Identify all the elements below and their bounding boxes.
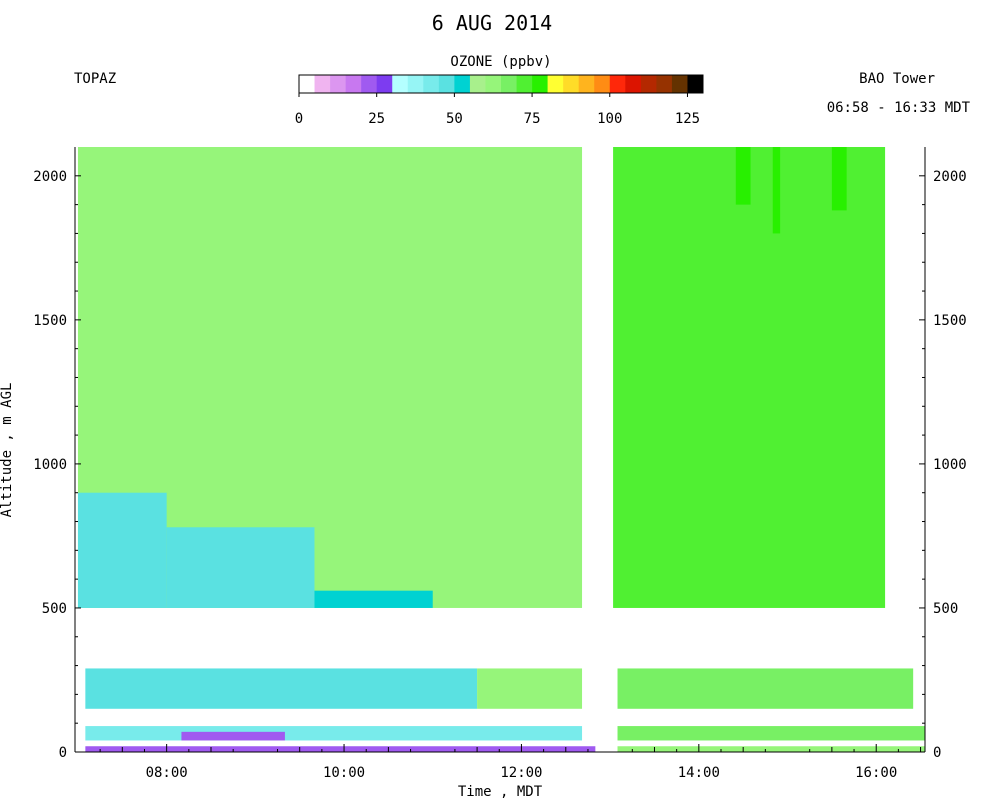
colorbar-swatch	[376, 75, 393, 93]
colorbar: 0 25 50 75 100 125	[295, 74, 704, 127]
y-tick-label: 1500	[33, 313, 67, 329]
colorbar-border	[298, 74, 704, 94]
colorbar-swatch	[485, 75, 502, 93]
time-range-label: 06:58 - 16:33 MDT	[827, 100, 971, 116]
colorbar-swatch	[361, 75, 377, 93]
colorbar-swatch	[656, 75, 673, 93]
ozone-block	[85, 746, 596, 752]
colorbar-swatch	[469, 75, 486, 93]
ozone-block	[166, 527, 315, 608]
colorbar-tick-label: 0	[295, 111, 303, 127]
x-tick-label: 10:00	[323, 765, 365, 781]
colorbar-swatch	[563, 75, 579, 93]
ozone-block	[85, 726, 583, 741]
colorbar-swatch	[671, 75, 688, 93]
colorbar-swatch	[438, 75, 455, 93]
x-tick-label: 16:00	[855, 765, 897, 781]
colorbar-swatch	[407, 75, 424, 93]
colorbar-swatch	[330, 75, 346, 93]
y-tick-label: 2000	[33, 169, 67, 185]
site-left-label: TOPAZ	[74, 71, 116, 87]
ozone-block	[85, 668, 478, 709]
ozone-block	[617, 746, 925, 752]
colorbar-swatch	[454, 75, 471, 93]
y-tick-label-right: 0	[933, 745, 941, 761]
colorbar-swatch	[299, 75, 315, 93]
chart-title: 6 AUG 2014	[432, 11, 552, 35]
ozone-block	[314, 590, 433, 608]
ozone-block	[613, 147, 886, 608]
ozone-block	[77, 492, 167, 608]
ozone-block	[617, 668, 914, 709]
colorbar-swatch	[345, 75, 362, 93]
colorbar-swatch	[532, 75, 548, 93]
site-right-label: BAO Tower	[859, 71, 935, 87]
colorbar-swatch	[687, 75, 704, 93]
ozone-block	[831, 147, 847, 211]
y-tick-label-right: 1500	[933, 313, 967, 329]
ozone-block	[735, 147, 751, 205]
colorbar-swatch	[578, 75, 595, 93]
colorbar-swatch	[516, 75, 533, 93]
colorbar-tick-label: 125	[675, 111, 700, 127]
colorbar-swatch	[423, 75, 440, 93]
colorbar-swatch	[594, 75, 611, 93]
colorbar-tick-label: 100	[597, 111, 622, 127]
x-axis-label: Time , MDT	[458, 784, 543, 800]
y-tick-label: 500	[42, 601, 67, 617]
y-axis-label: Altitude , m AGL	[0, 383, 15, 518]
colorbar-swatch	[314, 75, 331, 93]
colorbar-swatch	[547, 75, 564, 93]
ozone-block	[772, 147, 781, 234]
colorbar-swatch	[625, 75, 642, 93]
y-tick-label-right: 1000	[933, 457, 967, 473]
x-tick-label: 12:00	[500, 765, 542, 781]
x-tick-label: 08:00	[146, 765, 188, 781]
colorbar-swatch	[640, 75, 657, 93]
colorbar-tick-label: 75	[524, 111, 541, 127]
x-tick-label: 14:00	[678, 765, 720, 781]
axes: 0 0 500 500 1000 1000 1500 1500 2000 2000 08:00 10:…	[33, 147, 967, 781]
colorbar-tick-label: 25	[368, 111, 385, 127]
colorbar-swatch	[501, 75, 517, 93]
colorbar-title: OZONE (ppbv)	[450, 54, 551, 70]
colorbar-swatch	[609, 75, 626, 93]
ozone-block	[181, 731, 285, 741]
y-tick-label: 1000	[33, 457, 67, 473]
y-tick-label-right: 500	[933, 601, 958, 617]
ozone-block	[617, 726, 925, 741]
colorbar-swatch	[392, 75, 409, 93]
plot-area	[77, 147, 925, 752]
y-tick-label: 0	[59, 745, 67, 761]
colorbar-tick-label: 50	[446, 111, 463, 127]
ozone-block	[477, 668, 583, 709]
y-tick-label-right: 2000	[933, 169, 967, 185]
